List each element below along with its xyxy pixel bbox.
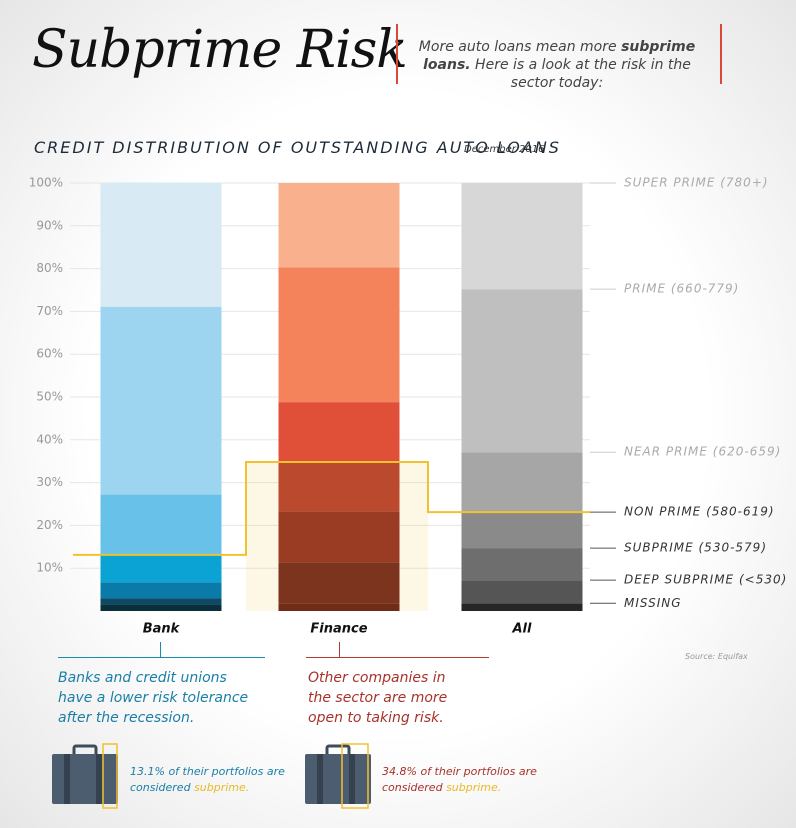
subtitle-lead: More auto loans mean more xyxy=(418,39,617,55)
finance-callout-text: 34.8% of their portfolios are considered xyxy=(382,765,537,794)
bar-segment xyxy=(461,512,583,549)
bar-segment xyxy=(100,582,222,599)
bar-segment xyxy=(461,183,583,290)
bar-segment xyxy=(278,562,400,604)
finance-callout-word: subprime. xyxy=(446,781,502,794)
subtitle-bold: subprime loans. xyxy=(423,39,696,73)
legend-label: Subprime (530-579) xyxy=(624,541,767,555)
y-tick-label: 20% xyxy=(36,518,63,532)
subtitle: More auto loans mean more subprime loans… xyxy=(404,38,710,92)
bar-segment xyxy=(100,494,222,555)
bank-callout-word: subprime. xyxy=(194,781,250,794)
x-tick-label: Finance xyxy=(310,622,367,637)
bar-segment xyxy=(278,511,400,563)
bank-note: Banks and credit unions have a lower ris… xyxy=(58,670,249,726)
bar-segment xyxy=(278,402,400,463)
bar-segment xyxy=(100,183,222,307)
x-tick-label: Bank xyxy=(143,622,181,637)
y-tick-label: 100% xyxy=(29,176,63,190)
plot: 10% 20% 30% 40% 50% 60% 70% 80% 90% 100% Bank Finan… xyxy=(29,176,787,637)
subprime-line xyxy=(73,461,590,556)
bar-segment xyxy=(100,598,222,605)
bank-briefcase xyxy=(52,743,118,809)
bar-segment xyxy=(461,289,583,453)
y-tick-label: 60% xyxy=(36,347,63,361)
chart-title: Credit Distribution of Outstanding Auto … xyxy=(34,138,561,157)
bar-segment xyxy=(278,603,400,611)
y-tick-label: 30% xyxy=(36,475,63,489)
finance-note-tick xyxy=(339,642,340,657)
bank-callout: 13.1% of their portfolios are considered… xyxy=(130,764,290,796)
y-tick-label: 80% xyxy=(36,261,63,275)
y-tick-label: 40% xyxy=(36,432,63,446)
y-tick-label: 70% xyxy=(36,304,63,318)
bar-segment xyxy=(100,554,222,583)
bar-segment xyxy=(461,548,583,581)
bar-segment xyxy=(278,462,400,512)
finance-note: Other companies in the sector are more o… xyxy=(308,670,448,726)
legend-label: Near Prime (620-659) xyxy=(624,445,781,459)
legend-label: Missing xyxy=(624,596,682,610)
page-title: Subprime Risk xyxy=(32,20,408,80)
bar-segment xyxy=(461,580,583,604)
bank-callout-text: 13.1% of their portfolios are considered xyxy=(130,765,285,794)
chart-subtitle: December 2016 xyxy=(464,144,545,155)
bar-segment xyxy=(100,306,222,495)
bar-segment xyxy=(461,603,583,611)
subtitle-rest: Here is a look at the risk in the sector… xyxy=(475,57,691,91)
subprime-glow xyxy=(246,462,428,611)
bank-note-tick xyxy=(160,642,161,657)
y-tick-label: 90% xyxy=(36,218,63,232)
x-tick-label: All xyxy=(512,622,533,637)
source: Source: Equifax xyxy=(685,652,748,661)
legend-label: Non Prime (580-619) xyxy=(624,505,775,519)
bank-note-rule xyxy=(58,657,265,658)
y-tick-label: 10% xyxy=(36,561,63,575)
bar-segment xyxy=(461,452,583,513)
legend-label: Prime (660-779) xyxy=(624,282,739,296)
legend-label: Super Prime (780+) xyxy=(624,176,769,190)
bar-segment xyxy=(278,267,400,403)
bar-segment xyxy=(278,183,400,268)
bar-segment xyxy=(100,604,222,611)
legend-label: Deep Subprime (<530) xyxy=(624,573,787,587)
finance-callout: 34.8% of their portfolios are considered… xyxy=(382,764,542,796)
subtitle-bracket xyxy=(396,24,722,84)
finance-note-rule xyxy=(306,657,489,658)
finance-briefcase xyxy=(305,743,371,809)
y-tick-label: 50% xyxy=(36,390,63,404)
